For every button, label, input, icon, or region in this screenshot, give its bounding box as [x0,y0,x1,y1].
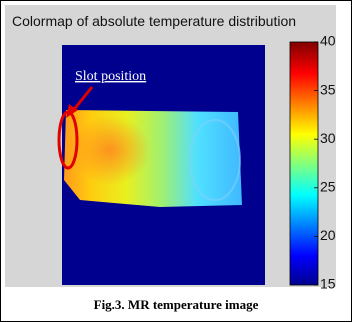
colorbar-tick-label: 20 [320,227,336,243]
colorbar-tick-label: 25 [320,179,336,195]
colorbar-tick-label: 15 [320,276,336,292]
caption: Fig.3. MR temperature image [94,297,259,312]
title: Colormap of absolute temperature distrib… [12,13,296,29]
colorbar-tick-label: 40 [320,33,336,49]
colorbar-tick-label: 30 [320,130,336,146]
annotation: Slot position [75,69,146,84]
colorbar [290,42,318,285]
figure: Colormap of absolute temperature distrib… [0,0,352,322]
hot-spot [70,115,150,185]
colorbar-tick-label: 35 [320,81,336,97]
